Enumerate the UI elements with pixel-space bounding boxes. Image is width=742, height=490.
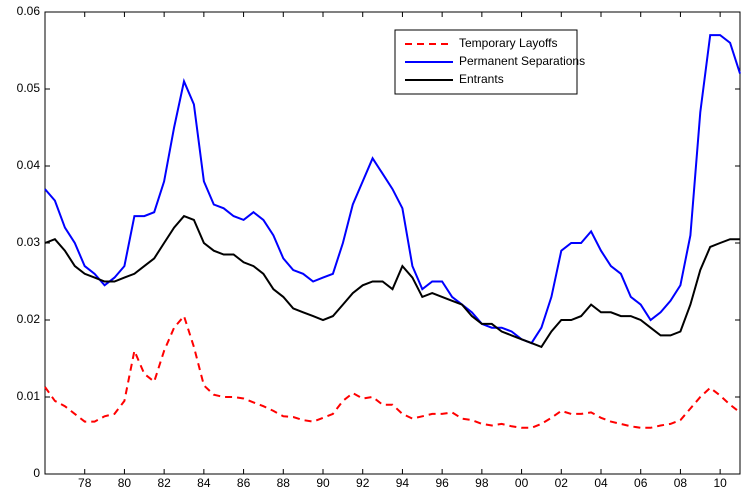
x-tick-label: 92 [356, 476, 370, 490]
x-tick-label: 82 [157, 476, 171, 490]
y-tick-label: 0.03 [17, 235, 41, 249]
x-tick-label: 10 [713, 476, 727, 490]
y-tick-label: 0 [33, 466, 40, 480]
x-tick-label: 94 [396, 476, 410, 490]
x-tick-label: 86 [237, 476, 251, 490]
x-tick-label: 04 [594, 476, 608, 490]
series-line [44, 34, 741, 345]
series-line [44, 214, 740, 349]
x-tick-label: 84 [197, 476, 211, 490]
x-tick-label: 96 [435, 476, 449, 490]
x-tick-label: 98 [475, 476, 489, 490]
legend-label: Permanent Separations [459, 54, 585, 68]
y-tick-label: 0.04 [17, 158, 41, 172]
x-tick-label: 78 [78, 476, 92, 490]
x-tick-label: 88 [277, 476, 291, 490]
x-tick-label: 80 [118, 476, 132, 490]
x-tick-label: 90 [316, 476, 330, 490]
series-line [44, 314, 741, 429]
legend-label: Temporary Layoffs [459, 36, 558, 50]
x-tick-label: 08 [674, 476, 688, 490]
legend-label: Entrants [459, 72, 504, 86]
y-tick-label: 0.06 [17, 4, 41, 18]
y-tick-label: 0.02 [17, 312, 41, 326]
x-tick-label: 02 [555, 476, 569, 490]
y-tick-label: 0.05 [17, 81, 41, 95]
x-tick-label: 00 [515, 476, 529, 490]
y-tick-label: 0.01 [17, 389, 41, 403]
x-tick-label: 06 [634, 476, 648, 490]
